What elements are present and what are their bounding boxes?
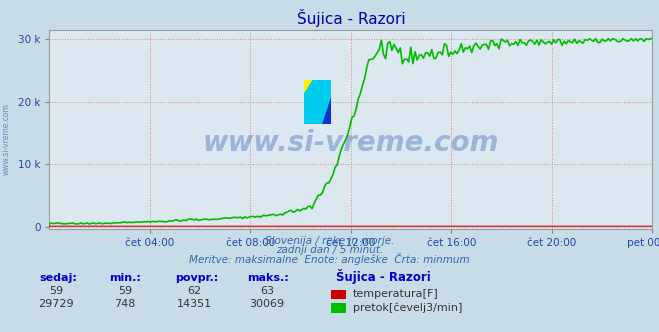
Text: 59: 59: [49, 286, 63, 296]
Text: Slovenija / reke in morje.: Slovenija / reke in morje.: [265, 236, 394, 246]
Text: 63: 63: [260, 286, 274, 296]
Text: www.si-vreme.com: www.si-vreme.com: [2, 104, 11, 175]
Text: 59: 59: [118, 286, 132, 296]
Text: 62: 62: [187, 286, 202, 296]
Polygon shape: [304, 80, 331, 124]
Text: 30069: 30069: [249, 299, 285, 309]
Text: Meritve: maksimalne  Enote: angleške  Črta: minmum: Meritve: maksimalne Enote: angleške Črta…: [189, 253, 470, 265]
Text: 29729: 29729: [38, 299, 74, 309]
Text: pretok[čevelj3/min]: pretok[čevelj3/min]: [353, 302, 462, 313]
Text: temperatura[F]: temperatura[F]: [353, 290, 438, 299]
Text: 748: 748: [115, 299, 136, 309]
Text: sedaj:: sedaj:: [40, 273, 77, 283]
Text: min.:: min.:: [109, 273, 140, 283]
Text: 14351: 14351: [177, 299, 212, 309]
Title: Šujica - Razori: Šujica - Razori: [297, 9, 405, 27]
Text: zadnji dan / 5 minut.: zadnji dan / 5 minut.: [276, 245, 383, 255]
Text: Šujica - Razori: Šujica - Razori: [336, 269, 431, 284]
Text: www.si-vreme.com: www.si-vreme.com: [203, 129, 499, 157]
Polygon shape: [304, 80, 331, 124]
Text: povpr.:: povpr.:: [175, 273, 218, 283]
Text: maks.:: maks.:: [247, 273, 289, 283]
Polygon shape: [304, 80, 331, 124]
